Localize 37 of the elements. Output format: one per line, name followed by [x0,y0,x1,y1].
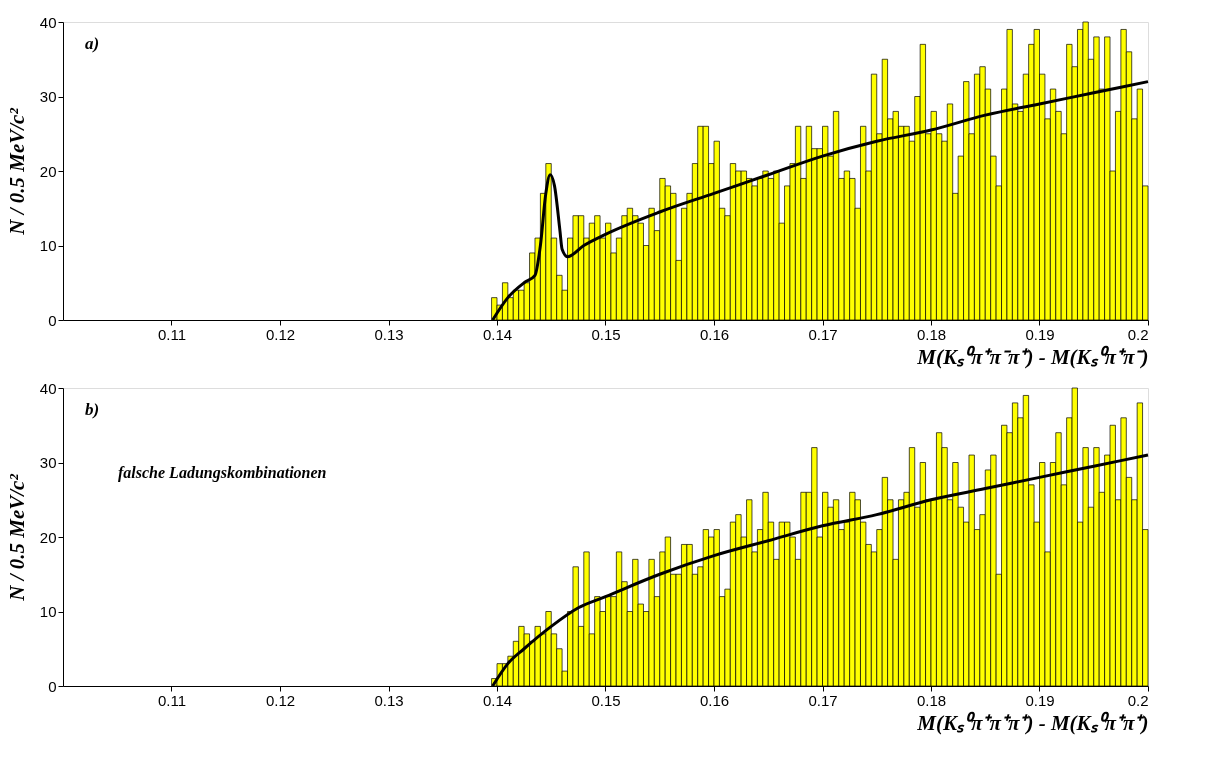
y-tick-label: 0 [48,311,57,329]
x-tick-label: 0.18 [916,691,947,709]
x-tick-label: 0.12 [265,691,296,709]
y-tick-label: 10 [39,603,57,620]
x-tick-label: 0.18 [916,325,947,343]
x-tick-label: 0.11 [157,691,187,709]
x-tick-label: 0.19 [1025,691,1055,709]
x-tick-label: 0.16 [699,691,730,709]
x-tick-label: 0.15 [591,325,621,343]
x-tick-label: 0.14 [482,325,513,343]
annotation: b) [85,400,100,419]
y-tick-label: 30 [39,88,57,105]
y-tick-label: 10 [39,237,57,254]
x-axis-title: M(Kₛ⁰π⁺π⁻π⁺) - M(Kₛ⁰π⁺π⁻) [916,344,1149,369]
y-tick-label: 40 [39,379,57,397]
y-axis-title: N / 0.5 MeV/c² [4,107,29,236]
annotation: a) [85,34,100,53]
x-tick-label: 0.15 [591,691,621,709]
x-tick-label: 0.13 [374,691,404,709]
x-tick-label: 0.2 [1127,691,1149,709]
x-tick-label: 0.17 [808,325,838,343]
x-tick-label: 0.17 [808,691,838,709]
x-tick-label: 0.13 [374,325,404,343]
y-tick-label: 20 [39,162,57,180]
y-tick-label: 20 [39,528,57,546]
x-tick-label: 0.11 [157,325,187,343]
x-tick-label: 0.16 [699,325,730,343]
x-axis-title: M(Kₛ⁰π⁺π⁺π⁺) - M(Kₛ⁰π⁺π⁺) [916,710,1149,735]
y-tick-label: 40 [39,13,57,31]
x-tick-label: 0.12 [265,325,296,343]
annotation: falsche Ladungskombinationen [118,464,327,482]
y-axis-title: N / 0.5 MeV/c² [4,473,29,602]
x-tick-label: 0.14 [482,691,513,709]
x-tick-label: 0.19 [1025,325,1055,343]
y-tick-label: 30 [39,454,57,471]
y-tick-label: 0 [48,677,57,695]
x-tick-label: 0.2 [1127,325,1149,343]
